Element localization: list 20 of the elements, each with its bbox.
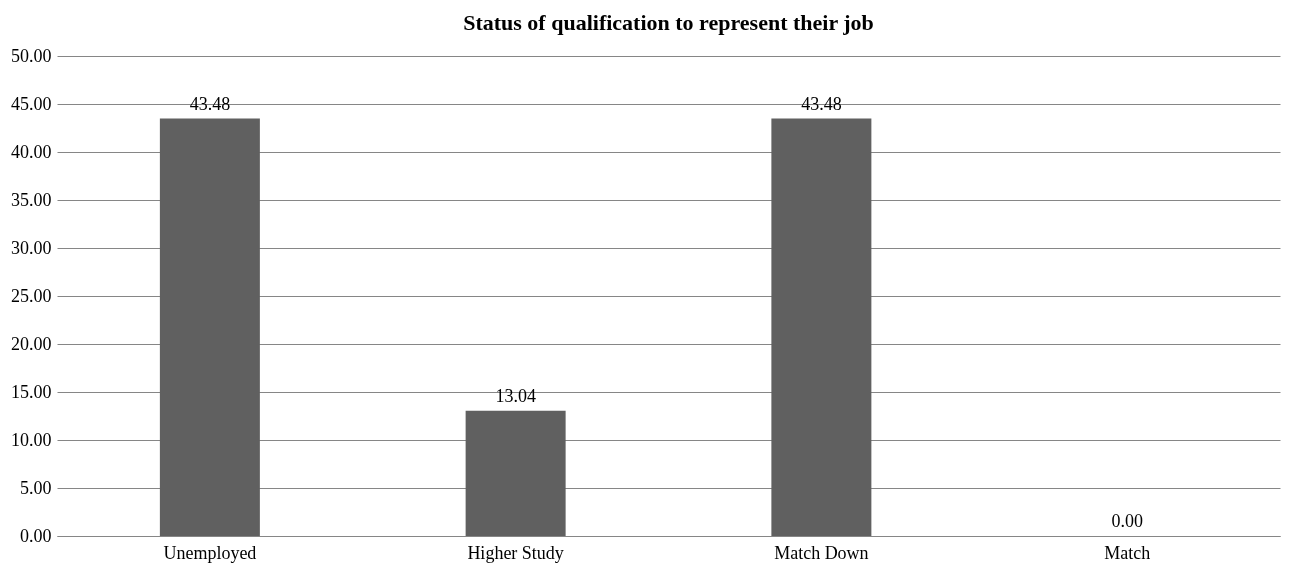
data-label: 13.04 [495,385,536,406]
y-tick-label: 35.00 [11,189,52,210]
y-tick-label: 45.00 [11,93,52,114]
data-label: 43.48 [189,93,231,114]
y-tick-label: 30.00 [11,237,52,258]
y-tick-label: 50.00 [11,45,52,66]
data-label: 0.00 [1111,511,1143,531]
y-tick-label: 10.00 [11,429,52,450]
y-tick-label: 5.00 [20,477,52,498]
x-tick-label: Unemployed [163,542,257,563]
y-tick-label: 0.00 [20,525,52,546]
y-tick-label: 15.00 [11,381,52,402]
y-tick-label: 25.00 [11,285,52,306]
x-tick-label: Higher Study [467,542,564,563]
x-tick-label: Match [1104,542,1151,563]
data-label: 43.48 [801,93,842,114]
y-tick-label: 40.00 [11,141,52,162]
x-tick-label: Match Down [774,542,869,563]
y-tick-label: 20.00 [11,333,52,354]
chart-title: Status of qualification to represent their job [463,10,874,35]
